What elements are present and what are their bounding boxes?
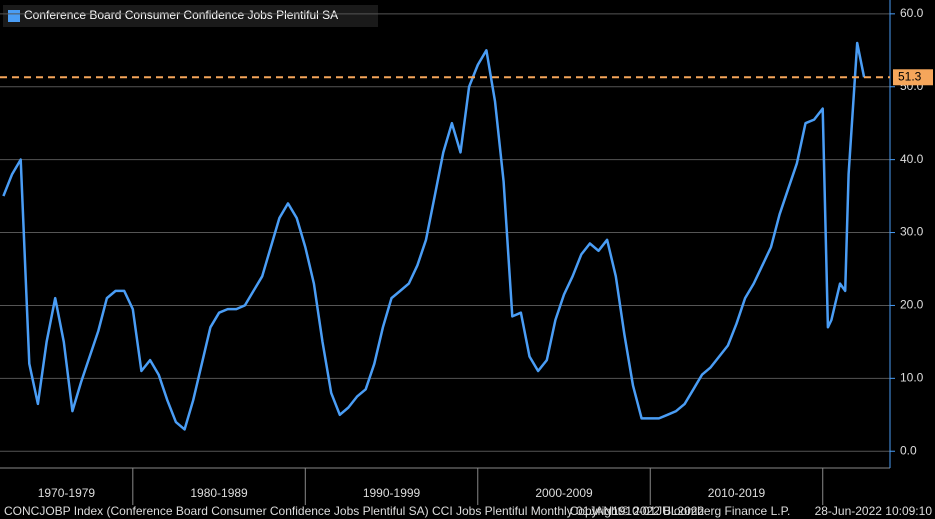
x-band-label: 1980-1989 — [190, 486, 248, 500]
y-tick-label: 30.0 — [900, 225, 924, 239]
y-tick-label: 10.0 — [900, 371, 924, 385]
y-tick-label: 40.0 — [900, 152, 924, 166]
x-band-label: 2000-2009 — [535, 486, 593, 500]
footer-center: Copyright© 2022 Bloomberg Finance L.P. — [570, 504, 791, 518]
last-value-box — [893, 69, 933, 86]
x-band-label: 1990-1999 — [363, 486, 421, 500]
x-band-label: 2010-2019 — [708, 486, 766, 500]
legend-label: Conference Board Consumer Confidence Job… — [24, 8, 338, 22]
y-tick-label: 60.0 — [900, 6, 924, 20]
footer-right: 28-Jun-2022 10:09:10 — [815, 504, 933, 518]
legend-swatch — [8, 10, 20, 22]
legend-box — [3, 5, 378, 27]
line — [2, 41, 866, 431]
y-tick-label: 20.0 — [900, 298, 924, 312]
footer-left: CONCJOBP Index (Conference Board Consume… — [4, 504, 704, 518]
x-band-label: 1970-1979 — [38, 486, 96, 500]
y-tick-label: 0.0 — [900, 443, 917, 457]
last-value-label: 51.3 — [898, 69, 922, 83]
